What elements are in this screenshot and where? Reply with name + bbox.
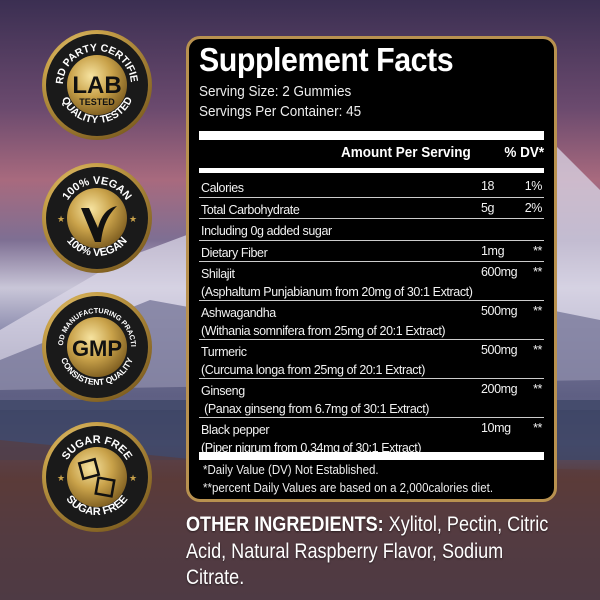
divider-bottom (199, 452, 544, 460)
svg-text:★: ★ (129, 214, 137, 224)
lab-tested-icon: LAB (72, 72, 121, 99)
lab-tested-badge: 3RD PARTY CERTIFIED QUALITY TESTED LAB T… (41, 29, 152, 140)
table-row: Ashwagandha (Withania somnifera from 25mg… (199, 301, 544, 340)
table-row: Calories 18 1% (199, 176, 544, 198)
table-row: Shilajit (Asphaltum Punjabianum from 20mg… (199, 262, 544, 301)
table-row: Including 0g added sugar (199, 219, 544, 241)
footnote-dv: *Daily Value (DV) Not Established. (203, 463, 379, 477)
serving-size: Serving Size: 2 Gummies (199, 83, 352, 100)
vegan-leaf-icon (81, 206, 117, 242)
table-row: Ginseng (Panax ginseng from 6.7mg of 30:… (199, 379, 544, 418)
svg-text:TESTED: TESTED (79, 97, 115, 107)
footnote-percent: **percent Daily Values are based on a 2,… (203, 481, 494, 495)
other-ingredients-label: OTHER INGREDIENTS: (186, 513, 384, 536)
servings-per-container: Servings Per Container: 45 (199, 103, 362, 120)
gmp-badge: GOOD MANUFACTURING PRACTICE CONSISTENT Q… (41, 291, 152, 402)
table-row: Turmeric (Curcuma longa from 25mg of 20:1… (199, 340, 544, 379)
panel-title: Supplement Facts (199, 41, 454, 78)
gmp-icon: GMP (72, 336, 122, 361)
table-row: Black pepper (Piper nigrum from 0.34mg of… (201, 421, 542, 455)
svg-text:★: ★ (57, 214, 65, 224)
divider-thick (199, 131, 544, 140)
vegan-badge: 100% VEGAN 100% VEGAN ★ ★ (42, 163, 152, 273)
sugar-free-badge: SUGAR FREE SUGAR FREE ★ ★ (42, 422, 152, 532)
divider-medium (199, 168, 544, 173)
svg-text:★: ★ (57, 473, 65, 483)
supplement-facts-panel: Supplement Facts Serving Size: 2 Gummies… (186, 36, 557, 502)
dv-header: % DV* (504, 144, 544, 161)
amount-header: Amount Per Serving (341, 144, 471, 161)
table-row: Dietary Fiber 1mg ** (199, 241, 544, 262)
sugar-cubes-icon (77, 457, 116, 498)
facts-table: Calories 18 1% Total Carbohydrate 5g 2% Incl… (199, 176, 544, 457)
other-ingredients: OTHER INGREDIENTS: Xylitol, Pectin, Citr… (186, 512, 564, 592)
table-row: Total Carbohydrate 5g 2% (199, 198, 544, 219)
svg-text:★: ★ (129, 473, 137, 483)
other-ingredients-text: Xylitol, Pectin, Citric Acid, Natural Ra… (186, 513, 549, 589)
